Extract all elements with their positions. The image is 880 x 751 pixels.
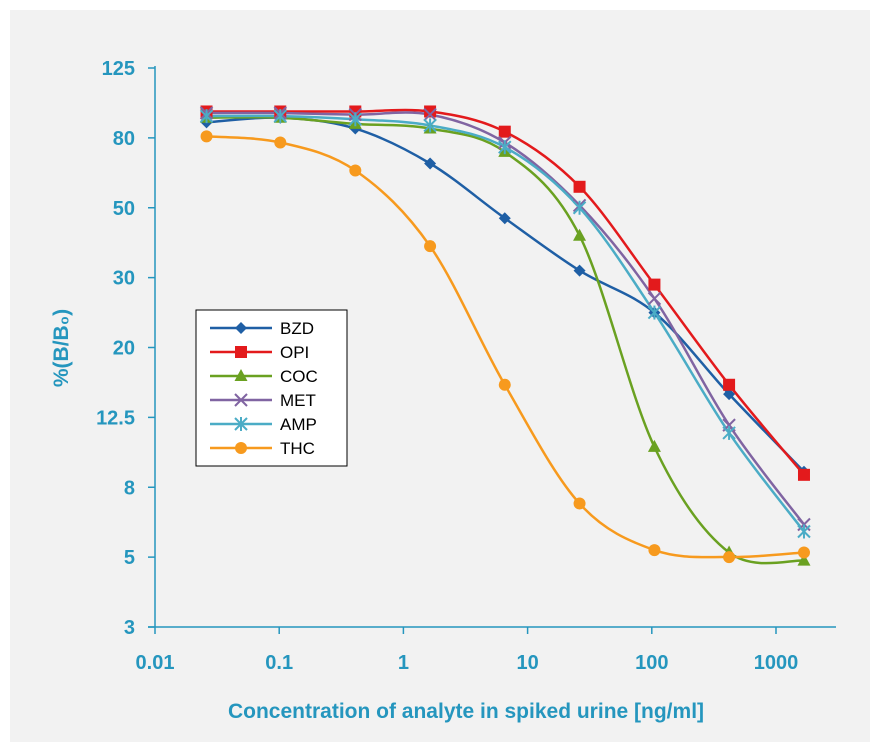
series-markers <box>199 105 811 566</box>
data-point-bzd <box>723 388 736 401</box>
data-point-bzd <box>498 212 511 225</box>
legend-box <box>195 309 348 467</box>
data-point-amp <box>722 425 736 440</box>
legend-label: MET <box>280 391 316 410</box>
series-line-opi <box>206 108 805 476</box>
legend-label: BZD <box>280 319 314 338</box>
chart: 3 5 8 12.5 20 30 50 80 125 0.01 0.1 1 10 100 1000 Conc… <box>50 58 836 723</box>
y-tick-label: 30 <box>113 268 135 290</box>
data-point-thc <box>274 136 287 149</box>
y-tick-label: 125 <box>102 58 135 80</box>
data-point-amp <box>572 200 587 215</box>
data-point-thc <box>723 551 736 564</box>
data-point-amp <box>423 118 437 133</box>
y-tick-label: 80 <box>113 128 135 150</box>
legend-marker <box>234 417 248 431</box>
legend-marker <box>235 322 247 334</box>
legend-entry-opi: OPI <box>210 343 309 362</box>
legend-label: OPI <box>280 343 309 362</box>
series-line-amp <box>206 114 805 533</box>
data-point-thc <box>648 544 661 557</box>
data-point-coc <box>647 439 661 452</box>
x-tick-label: 10 <box>516 652 538 674</box>
legend-marker <box>234 369 248 381</box>
tick-labels: 3 5 8 12.5 20 30 50 80 125 0.01 0.1 1 10 100 1000 <box>96 58 798 674</box>
data-point-thc <box>797 546 810 559</box>
series-curves <box>206 108 805 565</box>
data-point-amp <box>348 112 363 127</box>
legend-marker <box>234 393 248 407</box>
data-point-thc <box>200 130 213 143</box>
legend-entry-coc: COC <box>210 367 318 386</box>
series-line-met <box>206 111 805 526</box>
data-point-opi <box>424 105 437 118</box>
y-tick-label: 20 <box>113 338 135 360</box>
axes <box>148 66 836 634</box>
x-tick-label: 0.1 <box>265 652 293 674</box>
data-point-thc <box>498 378 511 391</box>
data-point-opi <box>648 278 661 291</box>
data-point-opi <box>573 180 586 193</box>
data-point-amp <box>797 524 811 539</box>
y-tick-label: 3 <box>124 617 135 639</box>
data-point-coc <box>797 553 811 566</box>
data-point-amp <box>647 305 662 320</box>
data-point-thc <box>349 164 362 177</box>
data-point-met <box>647 291 662 306</box>
x-tick-label: 1 <box>398 652 409 674</box>
legend-marker <box>235 442 247 454</box>
y-axis-title: %(B/B₀) <box>50 309 73 387</box>
legend-entry-amp: AMP <box>210 415 317 434</box>
data-point-thc <box>573 497 586 510</box>
series-line-coc <box>206 116 805 565</box>
legend-entry-thc: THC <box>210 439 315 458</box>
data-point-opi <box>723 378 736 391</box>
data-point-amp <box>498 140 512 155</box>
y-tick-label: 5 <box>124 547 135 569</box>
legend-label: AMP <box>280 415 317 434</box>
legend-entry-bzd: BZD <box>210 319 314 338</box>
legend-marker <box>235 346 247 358</box>
data-point-opi <box>498 125 511 138</box>
data-point-bzd <box>573 264 586 277</box>
y-tick-label: 50 <box>113 198 135 220</box>
legend-entry-met: MET <box>210 391 316 410</box>
data-point-amp <box>199 109 214 124</box>
legend-label: THC <box>280 439 315 458</box>
data-point-opi <box>797 468 810 481</box>
data-point-amp <box>273 109 287 124</box>
data-point-thc <box>424 240 437 253</box>
x-axis-title: Concentration of analyte in spiked urine… <box>228 700 704 723</box>
chart-panel: 3 5 8 12.5 20 30 50 80 125 0.01 0.1 1 10 100 1000 Conc… <box>10 10 870 742</box>
x-tick-label: 100 <box>635 652 668 674</box>
x-tick-label: 1000 <box>754 652 799 674</box>
data-point-coc <box>573 228 587 241</box>
legend: BZD OPI COC MET AMP THC <box>195 309 348 467</box>
x-tick-label: 0.01 <box>136 652 175 674</box>
data-point-opi <box>349 105 362 118</box>
data-point-bzd <box>424 157 437 170</box>
y-tick-label: 12.5 <box>96 407 135 429</box>
legend-label: COC <box>280 367 318 386</box>
y-tick-label: 8 <box>124 477 135 499</box>
data-point-met <box>423 107 437 122</box>
